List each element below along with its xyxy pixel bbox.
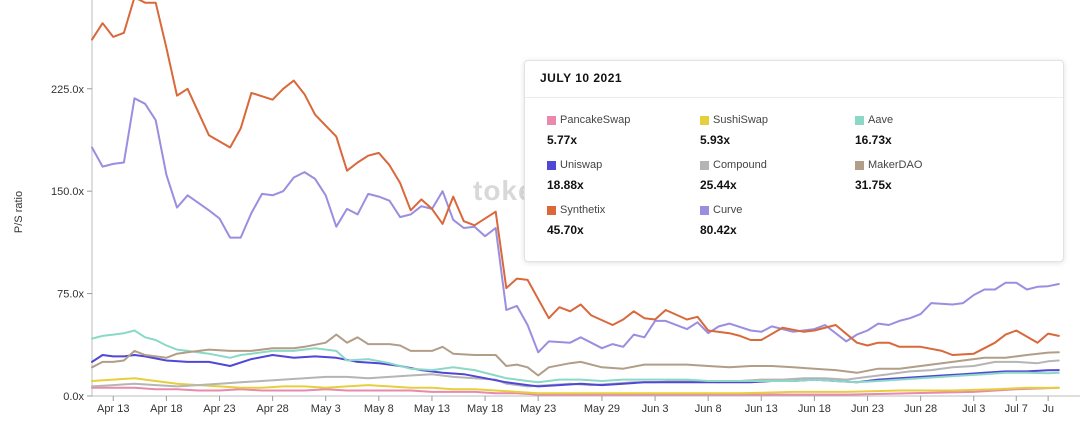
legend-swatch: [700, 205, 709, 215]
x-axis: Apr 13 Apr 18 Apr 23 Apr 28 May 3 May 8 May 13…: [92, 395, 1080, 415]
x-tick-label: May 8: [364, 403, 394, 415]
tooltip-item-label-row: Compound: [700, 159, 850, 171]
tooltip-series-name: Curve: [713, 204, 743, 216]
x-tick-label: May 13: [414, 403, 450, 415]
chart-tooltip: JULY 10 2021 PancakeSwap 5.77x SushiSwap 5.…: [524, 60, 1064, 262]
x-tick-label: Apr 18: [150, 403, 182, 415]
tooltip-series-value: 16.73x: [855, 133, 892, 147]
series-lines: [91, 0, 1060, 396]
tooltip-series-value: 25.44x: [700, 178, 737, 192]
tooltip-series-name: SushiSwap: [713, 114, 769, 126]
tooltip-item-label-row: PancakeSwap: [547, 114, 697, 126]
legend-swatch: [855, 160, 864, 170]
series-line-sushiswap: [91, 377, 1060, 395]
x-tick-label: Apr 13: [97, 403, 129, 415]
series-line-uniswap: [91, 354, 1060, 388]
series-line-makerdao: [91, 333, 1060, 377]
tooltip-series-name: MakerDAO: [868, 159, 923, 171]
x-tick-label: Jun 13: [745, 403, 778, 415]
x-tick-label: Apr 23: [203, 403, 235, 415]
y-axis: 0.0x 75.0x 150.0x 225.0x: [51, 0, 93, 403]
x-tick-label: May 18: [467, 403, 503, 415]
tooltip-item-uniswap: Uniswap 18.88x: [547, 159, 697, 192]
legend-swatch: [547, 160, 556, 170]
tooltip-item-curve: Curve 80.42x: [700, 204, 850, 237]
legend-swatch: [855, 115, 864, 125]
tooltip-item-label-row: Aave: [855, 114, 1005, 126]
tooltip-item-label-row: Synthetix: [547, 204, 697, 216]
series-line-curve: [91, 97, 1060, 354]
tooltip-item-label-row: Curve: [700, 204, 850, 216]
y-axis-title: P/S ratio: [13, 191, 25, 233]
x-tick-label: Jul 3: [962, 403, 985, 415]
x-tick-label: Jul 7: [1005, 403, 1028, 415]
tooltip-series-name: Compound: [713, 159, 767, 171]
y-tick-label: 0.0x: [63, 391, 84, 403]
tooltip-series-name: Aave: [868, 114, 894, 126]
x-tick-label: Jun 8: [695, 403, 722, 415]
tooltip-series-name: Synthetix: [560, 204, 606, 216]
series-line-synthetix: [91, 0, 1060, 356]
legend-swatch: [547, 115, 556, 125]
x-tick-label: Jun 18: [798, 403, 831, 415]
tooltip-item-sushiswap: SushiSwap 5.93x: [700, 114, 850, 147]
tooltip-item-synthetix: Synthetix 45.70x: [547, 204, 697, 237]
x-tick-label: Apr 28: [256, 403, 288, 415]
tooltip-series-value: 80.42x: [700, 223, 737, 237]
tooltip-item-label-row: SushiSwap: [700, 114, 850, 126]
series-line-pancakeswap: [91, 386, 1060, 396]
tooltip-series-value: 5.77x: [547, 133, 578, 147]
tooltip-item-pancakeswap: PancakeSwap 5.77x: [547, 114, 697, 147]
tooltip-item-label-row: MakerDAO: [855, 159, 1005, 171]
tooltip-series-value: 31.75x: [855, 178, 892, 192]
y-tick-label: 75.0x: [57, 289, 84, 301]
x-tick-label: Jun 28: [904, 403, 937, 415]
x-tick-label: May 23: [520, 403, 556, 415]
tooltip-item-compound: Compound 25.44x: [700, 159, 850, 192]
tooltip-item-label-row: Uniswap: [547, 159, 697, 171]
x-tick-label: Ju: [1042, 403, 1054, 415]
tooltip-item-aave: Aave 16.73x: [855, 114, 1005, 147]
tooltip-series-name: PancakeSwap: [560, 114, 631, 126]
legend-swatch: [547, 205, 556, 215]
tooltip-series-name: Uniswap: [560, 159, 603, 171]
tooltip-divider: [525, 97, 1063, 98]
x-tick-label: Jun 23: [851, 403, 884, 415]
tooltip-item-makerdao: MakerDAO 31.75x: [855, 159, 1005, 192]
tooltip-series-value: 45.70x: [547, 223, 584, 237]
series-line-aave: [91, 329, 1060, 384]
y-tick-label: 225.0x: [51, 84, 85, 96]
x-tick-label: May 29: [584, 403, 620, 415]
legend-swatch: [700, 160, 709, 170]
x-tick-label: Jun 3: [642, 403, 669, 415]
tooltip-date: JULY 10 2021: [540, 71, 623, 85]
tooltip-series-value: 18.88x: [547, 178, 584, 192]
legend-swatch: [700, 115, 709, 125]
x-tick-label: May 3: [311, 403, 341, 415]
y-tick-label: 150.0x: [51, 186, 85, 198]
tooltip-series-value: 5.93x: [700, 133, 731, 147]
